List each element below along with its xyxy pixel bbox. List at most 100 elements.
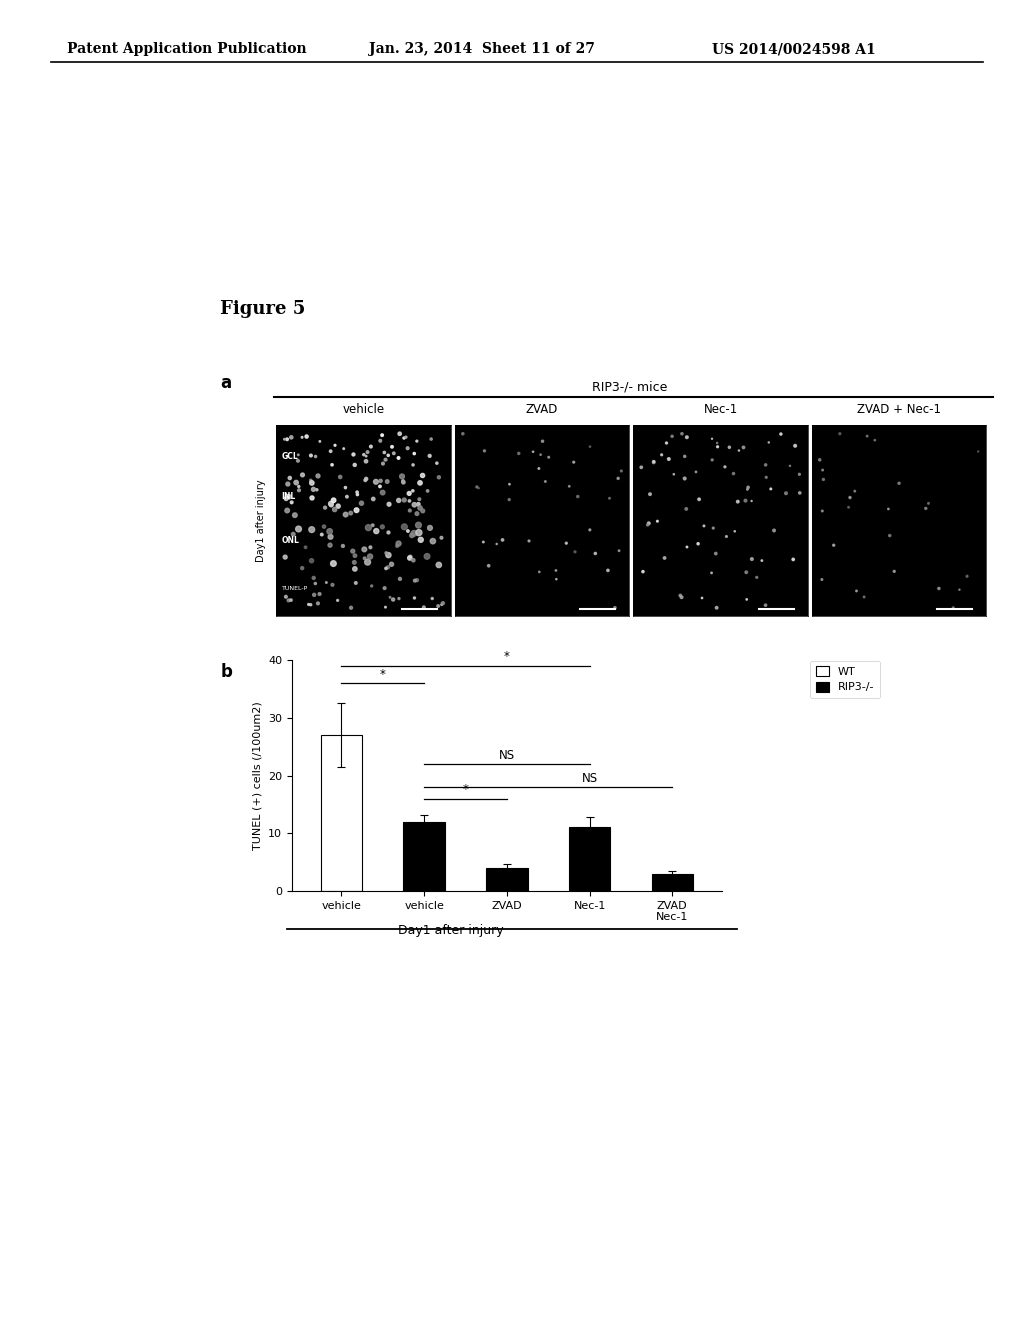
Point (279, 429, 295, 450)
Point (739, 479, 756, 500)
Point (281, 590, 297, 611)
Point (891, 473, 907, 494)
Point (359, 441, 376, 462)
Point (740, 477, 757, 498)
Point (761, 432, 777, 453)
Point (688, 461, 705, 482)
Bar (321, 735, 362, 891)
Text: *: * (504, 651, 510, 664)
Point (323, 494, 339, 515)
Point (411, 494, 427, 515)
Point (703, 428, 720, 449)
Point (587, 543, 603, 564)
Point (548, 569, 564, 590)
Point (635, 561, 651, 582)
Point (396, 516, 413, 537)
Point (327, 499, 343, 520)
Point (409, 430, 425, 451)
Point (283, 590, 299, 611)
Text: NS: NS (499, 748, 515, 762)
Point (304, 473, 321, 494)
Point (401, 483, 418, 504)
Point (290, 445, 306, 466)
Text: ZVAD + Nec-1: ZVAD + Nec-1 (857, 403, 941, 416)
Point (407, 494, 423, 515)
Text: Nec-1: Nec-1 (703, 403, 737, 416)
Point (326, 553, 342, 574)
Point (419, 546, 435, 568)
Point (531, 561, 548, 582)
Text: Jan. 23, 2014  Sheet 11 of 27: Jan. 23, 2014 Sheet 11 of 27 (369, 42, 595, 57)
Point (358, 469, 375, 490)
Point (330, 590, 346, 611)
Point (278, 488, 294, 510)
Point (639, 515, 655, 536)
Point (703, 562, 720, 583)
Point (324, 454, 340, 475)
Point (346, 454, 362, 475)
Point (641, 512, 657, 533)
Point (674, 586, 690, 607)
Point (332, 466, 348, 487)
Point (721, 437, 737, 458)
Point (375, 482, 391, 503)
Point (488, 533, 505, 554)
Point (666, 463, 682, 484)
Point (325, 574, 341, 595)
Point (431, 467, 447, 488)
Point (567, 541, 584, 562)
Point (282, 467, 298, 488)
Text: RIP3-/- mice: RIP3-/- mice (592, 380, 668, 393)
Point (415, 500, 431, 521)
Point (918, 498, 934, 519)
Text: INL: INL (282, 492, 296, 502)
Point (374, 516, 390, 537)
Point (390, 490, 407, 511)
Point (535, 430, 551, 451)
Point (376, 442, 392, 463)
Point (601, 487, 617, 508)
Point (532, 444, 549, 465)
Point (373, 470, 389, 491)
Point (582, 519, 598, 540)
Point (708, 543, 724, 564)
Point (404, 480, 421, 502)
Point (307, 573, 324, 594)
Point (565, 451, 582, 473)
Point (430, 595, 446, 616)
Point (501, 490, 517, 511)
Point (422, 445, 438, 466)
Point (303, 550, 319, 572)
Point (391, 424, 408, 445)
Point (300, 594, 316, 615)
Point (958, 566, 975, 587)
Point (377, 578, 393, 599)
Point (538, 471, 554, 492)
Point (323, 441, 339, 462)
Point (695, 515, 712, 536)
Point (811, 449, 827, 470)
Point (294, 557, 310, 578)
Point (607, 597, 624, 618)
Point (291, 477, 307, 498)
Point (677, 446, 693, 467)
Point (343, 597, 359, 618)
Point (330, 495, 346, 516)
Point (310, 466, 327, 487)
Point (298, 426, 314, 447)
Text: Day1 after injury: Day1 after injury (397, 924, 504, 937)
Point (302, 470, 318, 491)
Point (781, 455, 798, 477)
Point (375, 453, 391, 474)
Point (480, 556, 497, 577)
Point (357, 450, 374, 471)
Point (422, 517, 438, 539)
Point (285, 524, 301, 545)
Point (645, 451, 662, 473)
Point (287, 504, 303, 525)
Point (431, 554, 447, 576)
Point (358, 446, 375, 467)
Point (815, 469, 831, 490)
Point (649, 511, 666, 532)
Point (773, 424, 790, 445)
